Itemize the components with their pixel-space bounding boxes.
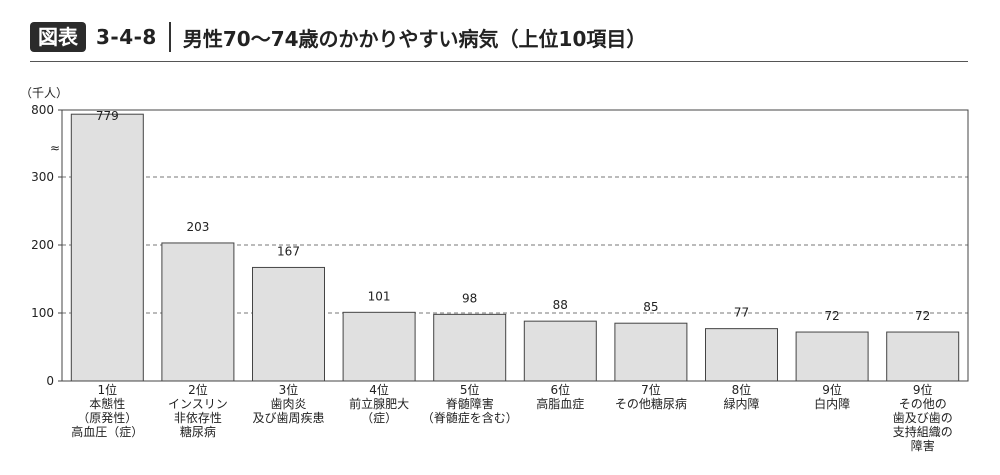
category-label: （原発性） — [77, 411, 137, 425]
category-label: 高脂血症 — [536, 396, 584, 411]
figure-number: 3-4-8 — [96, 25, 157, 49]
figure-badge: 図表 — [30, 22, 86, 52]
y-tick-label: 300 — [31, 170, 54, 184]
category-label: 緑内障 — [723, 396, 759, 411]
bar-value-label: 101 — [368, 289, 391, 303]
figure-header: 図表 3-4-8 男性70〜74歳のかかりやすい病気（上位10項目） — [30, 22, 646, 52]
y-unit-label: （千人） — [20, 86, 68, 100]
bar-value-label: 72 — [824, 309, 839, 323]
bar — [705, 328, 778, 382]
category-label: その他の — [899, 397, 947, 411]
category-label: 前立腺肥大 — [349, 396, 409, 411]
bar — [161, 242, 235, 382]
category-label: 及び歯周疾患 — [252, 410, 324, 425]
category-label: 4位 — [369, 382, 389, 397]
category-label: 高血圧（症） — [71, 424, 143, 439]
bar — [795, 331, 869, 382]
category-label: 1位 — [97, 382, 117, 397]
category-label: 歯及び歯の — [893, 411, 953, 425]
axis-break-icon: ≈ — [50, 141, 60, 155]
y-tick-label: 800 — [31, 103, 54, 117]
category-label: （症） — [361, 410, 397, 425]
category-label: 3位 — [279, 382, 299, 397]
bar — [614, 322, 688, 382]
y-tick-label: 200 — [31, 238, 54, 252]
bar-value-label: 98 — [462, 291, 477, 305]
category-label: 非依存性 — [174, 410, 222, 425]
category-label: 支持組織の — [893, 424, 953, 439]
bar — [523, 320, 597, 382]
y-tick-label: 0 — [46, 374, 54, 388]
category-label: 9位 — [822, 382, 842, 397]
figure-title: 男性70〜74歳のかかりやすい病気（上位10項目） — [182, 26, 647, 51]
bar — [70, 113, 144, 382]
category-label: 障害 — [911, 438, 935, 453]
bar — [433, 313, 507, 382]
category-label: 2位 — [188, 382, 208, 397]
header-separator — [168, 22, 171, 52]
category-label: （脊髄症を含む） — [422, 410, 518, 425]
category-label: 糖尿病 — [180, 424, 216, 439]
bar-value-label: 203 — [186, 220, 209, 234]
category-label: 9位 — [913, 382, 933, 397]
bar — [886, 331, 960, 382]
category-label: 8位 — [732, 382, 752, 397]
bar — [342, 311, 416, 382]
category-label: 歯肉炎 — [270, 397, 306, 411]
header-rule — [30, 61, 968, 62]
category-label: インスリン — [168, 397, 228, 411]
category-label: その他糖尿病 — [615, 396, 687, 411]
bar-value-label: 77 — [734, 306, 749, 320]
category-label: 脊髄障害 — [446, 396, 494, 411]
category-label: 6位 — [550, 382, 570, 397]
bar-value-label: 167 — [277, 244, 300, 258]
y-tick-label: 100 — [31, 306, 54, 320]
category-label: 本態性 — [89, 396, 125, 411]
bar-value-label: 85 — [643, 300, 658, 314]
bar-value-label: 72 — [915, 309, 930, 323]
bar-value-label: 779 — [96, 109, 119, 123]
category-label: 7位 — [641, 382, 661, 397]
category-label: 5位 — [460, 382, 480, 397]
category-label: 白内障 — [814, 396, 850, 411]
bar-value-label: 88 — [553, 298, 568, 312]
bar — [252, 266, 325, 382]
